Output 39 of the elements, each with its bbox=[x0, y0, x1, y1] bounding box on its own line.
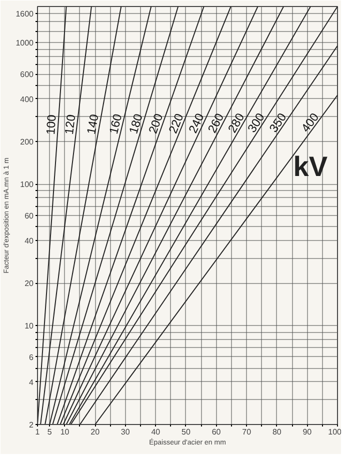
text: 400 bbox=[298, 110, 322, 135]
x-tick-label: 1 bbox=[35, 428, 40, 436]
x-tick-label: 80 bbox=[272, 428, 282, 436]
text: 120 bbox=[62, 113, 78, 136]
x-tick-label: 5 bbox=[47, 428, 52, 436]
x-tick-label: 40 bbox=[151, 428, 161, 436]
x-tick-label: 30 bbox=[120, 428, 130, 436]
x-tick-label: 20 bbox=[90, 428, 100, 436]
y-tick-label: 40 bbox=[24, 236, 34, 246]
text: 180 bbox=[126, 112, 146, 136]
x-tick-label: 90 bbox=[302, 428, 312, 436]
text: 260 bbox=[204, 110, 227, 136]
text: 140 bbox=[84, 112, 102, 136]
y-tick-label: 4 bbox=[29, 378, 34, 387]
text: 350 bbox=[266, 110, 290, 135]
text: 240 bbox=[186, 110, 208, 136]
y-tick-label: 6 bbox=[29, 352, 34, 362]
x-tick-label: 100 bbox=[328, 428, 342, 436]
y-tick-label: 2 bbox=[29, 420, 34, 430]
text: 100 bbox=[43, 114, 59, 136]
text: 220 bbox=[166, 111, 186, 136]
y-tick-label: 60 bbox=[24, 212, 34, 220]
y-tick-label: 100 bbox=[20, 180, 34, 190]
y-tick-label: 1600 bbox=[16, 10, 34, 19]
y-tick-label: 400 bbox=[20, 94, 34, 104]
x-tick-label: 10 bbox=[60, 428, 70, 436]
text: 280 bbox=[225, 110, 248, 136]
y-tick-label: 200 bbox=[20, 138, 34, 147]
y-tick-label: 1000 bbox=[16, 38, 34, 48]
y-tick-label: 20 bbox=[24, 279, 34, 288]
annotation: kV bbox=[293, 151, 328, 182]
x-tick-label: 60 bbox=[212, 428, 222, 436]
y-tick-label: 600 bbox=[20, 70, 34, 80]
x-tick-label: 50 bbox=[182, 428, 191, 436]
x-tick-label: 70 bbox=[242, 428, 252, 436]
y-tick-label: 10 bbox=[24, 322, 34, 331]
text: 160 bbox=[106, 112, 125, 136]
text: 200 bbox=[146, 112, 166, 136]
text: 300 bbox=[244, 110, 268, 135]
